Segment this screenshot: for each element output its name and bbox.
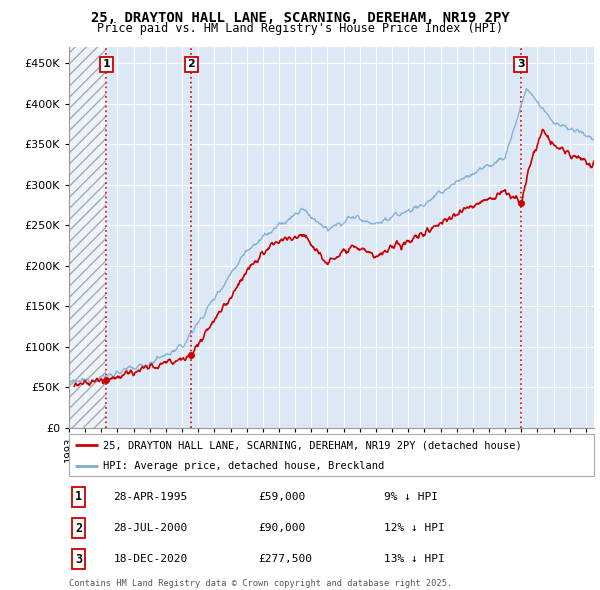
Bar	[69, 47, 106, 428]
Text: 9% ↓ HPI: 9% ↓ HPI	[384, 492, 438, 502]
Text: 25, DRAYTON HALL LANE, SCARNING, DEREHAM, NR19 2PY: 25, DRAYTON HALL LANE, SCARNING, DEREHAM…	[91, 11, 509, 25]
Text: HPI: Average price, detached house, Breckland: HPI: Average price, detached house, Brec…	[103, 461, 385, 471]
Text: £59,000: £59,000	[258, 492, 305, 502]
FancyBboxPatch shape	[69, 434, 594, 476]
Text: 3: 3	[75, 553, 82, 566]
Text: 13% ↓ HPI: 13% ↓ HPI	[384, 554, 445, 564]
Text: 18-DEC-2020: 18-DEC-2020	[113, 554, 188, 564]
Text: 3: 3	[517, 60, 524, 69]
Text: 25, DRAYTON HALL LANE, SCARNING, DEREHAM, NR19 2PY (detached house): 25, DRAYTON HALL LANE, SCARNING, DEREHAM…	[103, 440, 522, 450]
Text: £277,500: £277,500	[258, 554, 312, 564]
Text: 28-APR-1995: 28-APR-1995	[113, 492, 188, 502]
Text: 12% ↓ HPI: 12% ↓ HPI	[384, 523, 445, 533]
Text: 1: 1	[103, 60, 110, 69]
Bar	[69, 47, 106, 428]
Text: 28-JUL-2000: 28-JUL-2000	[113, 523, 188, 533]
Text: 2: 2	[187, 60, 195, 69]
Text: £90,000: £90,000	[258, 523, 305, 533]
Text: Price paid vs. HM Land Registry's House Price Index (HPI): Price paid vs. HM Land Registry's House …	[97, 22, 503, 35]
Text: Contains HM Land Registry data © Crown copyright and database right 2025.
This d: Contains HM Land Registry data © Crown c…	[69, 579, 452, 590]
Text: 2: 2	[75, 522, 82, 535]
Text: 1: 1	[75, 490, 82, 503]
